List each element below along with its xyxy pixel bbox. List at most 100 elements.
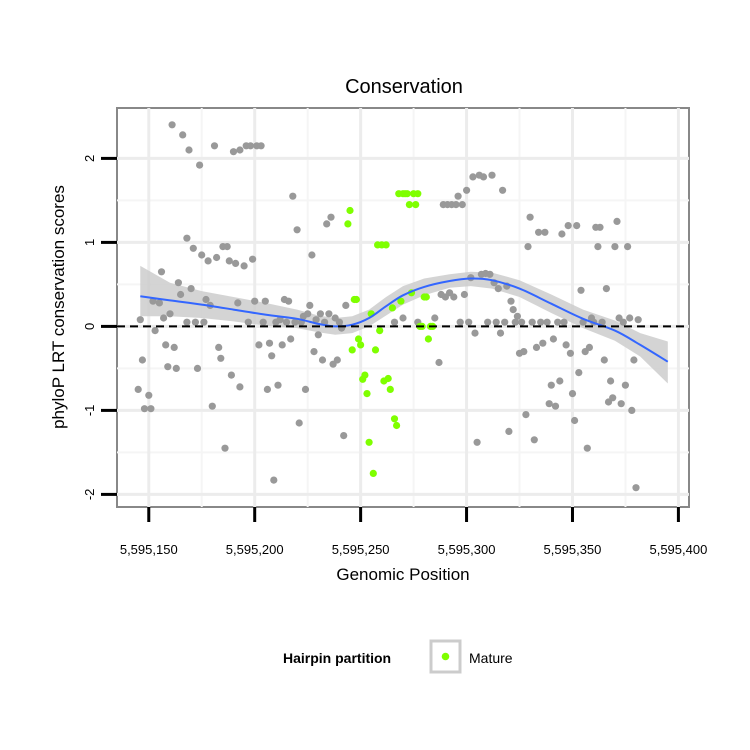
point-other-39	[221, 444, 229, 452]
point-other-126	[488, 171, 496, 179]
point-other-37	[217, 354, 225, 362]
y-tick-label-3: 1	[82, 239, 97, 246]
smooth-line	[140, 277, 669, 363]
point-other-161	[562, 341, 570, 349]
point-other-1	[136, 316, 144, 324]
point-other-27	[196, 161, 204, 169]
point-other-156	[551, 402, 560, 410]
point-other-134	[505, 427, 513, 435]
point-other-97	[390, 318, 399, 326]
point-other-162	[564, 222, 572, 230]
point-other-119	[473, 438, 481, 446]
point-other-168	[577, 286, 585, 294]
point-other-35	[213, 253, 221, 262]
point-other-189	[621, 381, 630, 389]
point-other-143	[524, 243, 532, 251]
point-other-4	[145, 391, 153, 399]
point-mature-38	[424, 335, 432, 343]
point-other-118	[471, 329, 479, 337]
point-other-42	[227, 371, 235, 379]
point-other-13	[166, 310, 174, 318]
point-other-184	[611, 243, 619, 251]
point-other-20	[183, 234, 191, 242]
point-other-144	[526, 213, 534, 221]
point-other-64	[274, 381, 282, 389]
point-other-114	[463, 186, 471, 194]
point-other-172	[585, 343, 594, 351]
point-mature-13	[371, 346, 380, 354]
point-mature-21	[388, 304, 396, 312]
point-other-25	[191, 318, 199, 326]
x-tick-label-1: 5,595,200	[226, 542, 284, 557]
point-other-88	[325, 310, 333, 318]
point-other-23	[187, 285, 195, 293]
point-other-45	[234, 299, 242, 307]
point-other-157	[554, 318, 562, 326]
point-other-83	[314, 331, 322, 339]
point-other-137	[511, 318, 519, 326]
point-other-43	[229, 148, 238, 156]
point-other-2	[138, 356, 146, 364]
point-other-71	[289, 192, 297, 200]
point-other-140	[518, 318, 526, 326]
point-other-195	[634, 316, 642, 324]
point-other-41	[225, 257, 233, 265]
point-other-176	[594, 243, 602, 251]
point-other-96	[342, 301, 350, 309]
point-other-129	[494, 285, 502, 293]
x-tick-label-0: 5,595,150	[120, 542, 178, 557]
point-other-58	[261, 297, 269, 305]
point-other-132	[501, 318, 509, 326]
point-other-108	[450, 293, 458, 301]
point-other-101	[435, 358, 443, 367]
point-other-152	[543, 318, 551, 326]
point-mature-20	[386, 385, 394, 393]
point-other-19	[179, 131, 187, 139]
point-other-183	[609, 394, 617, 402]
point-other-178	[598, 318, 606, 326]
point-other-138	[513, 312, 522, 320]
legend-key-mature-dot	[441, 652, 450, 661]
point-other-93	[335, 318, 343, 326]
point-other-3	[140, 405, 149, 413]
point-other-52	[249, 255, 257, 263]
point-other-60	[265, 339, 274, 347]
point-other-40	[223, 243, 231, 251]
point-other-47	[236, 383, 244, 391]
point-other-82	[312, 316, 320, 324]
point-other-72	[291, 318, 299, 326]
point-mature-23	[393, 421, 401, 430]
x-tick-label-3: 5,595,300	[438, 542, 496, 557]
point-other-187	[617, 400, 625, 408]
point-other-21	[183, 318, 191, 326]
point-mature-10	[365, 438, 373, 446]
point-other-70	[287, 335, 295, 343]
point-other-159	[558, 230, 566, 238]
point-other-142	[522, 411, 530, 419]
point-other-29	[200, 318, 208, 326]
x-tick-label-2: 5,595,250	[332, 542, 390, 557]
point-other-9	[157, 268, 166, 276]
point-other-34	[210, 142, 219, 150]
point-other-15	[170, 343, 178, 351]
point-other-89	[327, 213, 335, 221]
point-mature-37	[422, 293, 430, 301]
point-other-135	[507, 297, 515, 305]
point-other-182	[607, 377, 615, 385]
point-other-7	[151, 327, 159, 335]
point-other-136	[509, 306, 517, 314]
point-other-95	[340, 432, 348, 440]
point-other-16	[172, 364, 180, 372]
point-other-81	[310, 348, 318, 356]
point-other-8	[155, 299, 163, 307]
point-other-190	[624, 243, 632, 251]
point-mature-8	[361, 371, 369, 379]
point-other-148	[535, 228, 543, 236]
point-other-160	[560, 318, 568, 326]
point-other-6	[149, 297, 157, 305]
y-tick-label-4: 2	[82, 155, 97, 162]
point-other-185	[613, 217, 621, 225]
y-tick-label-0: -2	[82, 489, 97, 501]
point-other-79	[306, 301, 314, 309]
